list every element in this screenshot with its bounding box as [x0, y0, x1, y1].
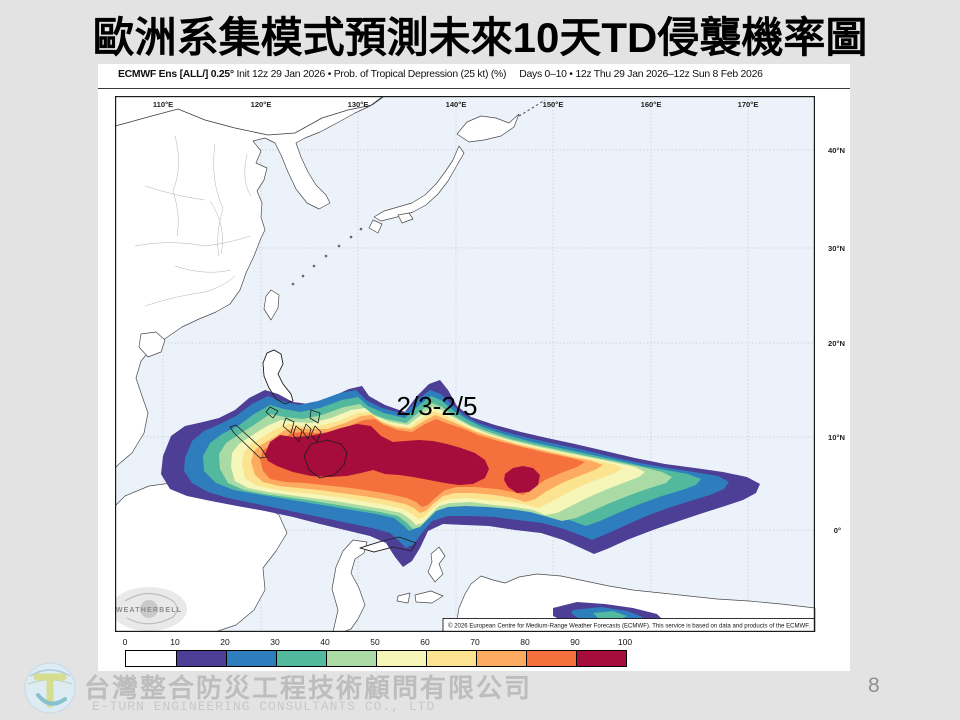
colorbar-segment: [226, 651, 276, 666]
company-name-zh: 台灣整合防災工程技術顧問有限公司: [84, 673, 533, 703]
probability-contours: [161, 380, 760, 629]
national-border: [114, 96, 384, 136]
colorbar-tick: 60: [420, 637, 430, 647]
lon-label: 110°E: [153, 100, 173, 109]
colorbar-tick: 0: [122, 637, 128, 647]
contour-band-90: [265, 424, 489, 485]
e-turn-logo-icon: [24, 662, 76, 714]
colorbar-tick: 10: [170, 637, 180, 647]
map-frame: [115, 96, 815, 632]
lon-label: 150°E: [543, 100, 564, 109]
lat-label: 30°N: [828, 244, 845, 253]
colorbar-segment: [326, 651, 376, 666]
shikoku: [397, 212, 414, 224]
model-name: ECMWF Ens [ALL/] 0.25°: [118, 69, 234, 80]
mainland-asia: [114, 95, 384, 469]
buru: [396, 592, 411, 604]
colorbar: 0 10 20 30 40 50 60 70 80 90 100: [123, 637, 632, 667]
kyushu: [368, 219, 383, 234]
colorbar-segment: [126, 651, 176, 666]
kuril-islands: [518, 99, 546, 117]
colorbar-segment: [526, 651, 576, 666]
page-title: 歐洲系集模式預測未來10天TD侵襲機率圖: [92, 14, 868, 61]
hainan: [138, 331, 166, 358]
lat-label: 0°: [834, 526, 841, 535]
map-header: ECMWF Ens [ALL/] 0.25° Init 12z 29 Jan 2…: [118, 69, 844, 80]
honshu: [373, 145, 465, 222]
colorbar-tick: 90: [570, 637, 580, 647]
probability-map: 110°E 120°E 130°E 140°E 150°E 160°E 170°…: [111, 95, 845, 633]
chart-panel: ECMWF Ens [ALL/] 0.25° Init 12z 29 Jan 2…: [98, 64, 850, 671]
ceram: [414, 590, 444, 604]
halmahera: [427, 546, 446, 583]
lat-label: 10°N: [828, 433, 845, 442]
hurricane-swirl-icon: [124, 592, 178, 625]
contour-band-90: [504, 466, 540, 493]
lon-label: 140°E: [446, 100, 467, 109]
company-name-en: E-TURN ENGINEERING CONSULTANTS CO., LTD: [92, 699, 436, 714]
e-turn-logo: [24, 662, 76, 714]
map-area: 110°E 120°E 130°E 140°E 150°E 160°E 170°…: [111, 95, 850, 633]
lat-label: 40°N: [828, 146, 845, 155]
lon-label: 160°E: [641, 100, 662, 109]
init-info: Init 12z 29 Jan 2026 • Prob. of Tropical…: [233, 69, 507, 80]
colorbar-segment: [176, 651, 226, 666]
lon-label: 130°E: [348, 100, 369, 109]
page-number: 8: [868, 674, 880, 697]
colorbar-tick: 100: [617, 637, 633, 647]
colorbar-segment: [376, 651, 426, 666]
colorbar-tick: 30: [270, 637, 280, 647]
longitude-labels: 110°E 120°E 130°E 140°E 150°E 160°E 170°…: [153, 100, 759, 109]
colorbar-tick: 80: [520, 637, 530, 647]
colorbar-segment: [476, 651, 526, 666]
lon-label: 120°E: [251, 100, 272, 109]
taiwan: [263, 289, 280, 321]
new-guinea: [454, 573, 816, 633]
weatherbell-watermark: WEATHERBELL: [111, 587, 187, 631]
date-annotation: 2/3-2/5: [397, 391, 478, 421]
province-borders: [134, 135, 252, 307]
period-info: Days 0–10 • 12z Thu 29 Jan 2026–12z Sun …: [519, 69, 763, 80]
lat-label: 20°N: [828, 339, 845, 348]
copyright-text: © 2026 European Centre for Medium-Range …: [448, 622, 810, 630]
latitude-labels: 40°N 30°N 20°N 10°N 0°: [828, 146, 845, 535]
copyright-box: © 2026 European Centre for Medium-Range …: [442, 618, 815, 632]
colorbar-segment: [276, 651, 326, 666]
header-divider: [98, 88, 850, 89]
ryukyu-islands: [291, 227, 363, 286]
coastline-overlay: [229, 349, 417, 553]
colorbar-tick: 20: [220, 637, 230, 647]
colorbar-segment: [426, 651, 476, 666]
hokkaido: [456, 113, 520, 143]
colorbar-swatches: [125, 650, 627, 667]
colorbar-tick: 40: [320, 637, 330, 647]
watermark-label: WEATHERBELL: [116, 607, 182, 614]
colorbar-segment: [576, 651, 626, 666]
colorbar-tick: 50: [370, 637, 380, 647]
colorbar-tick: 70: [470, 637, 480, 647]
lon-label: 170°E: [738, 100, 759, 109]
